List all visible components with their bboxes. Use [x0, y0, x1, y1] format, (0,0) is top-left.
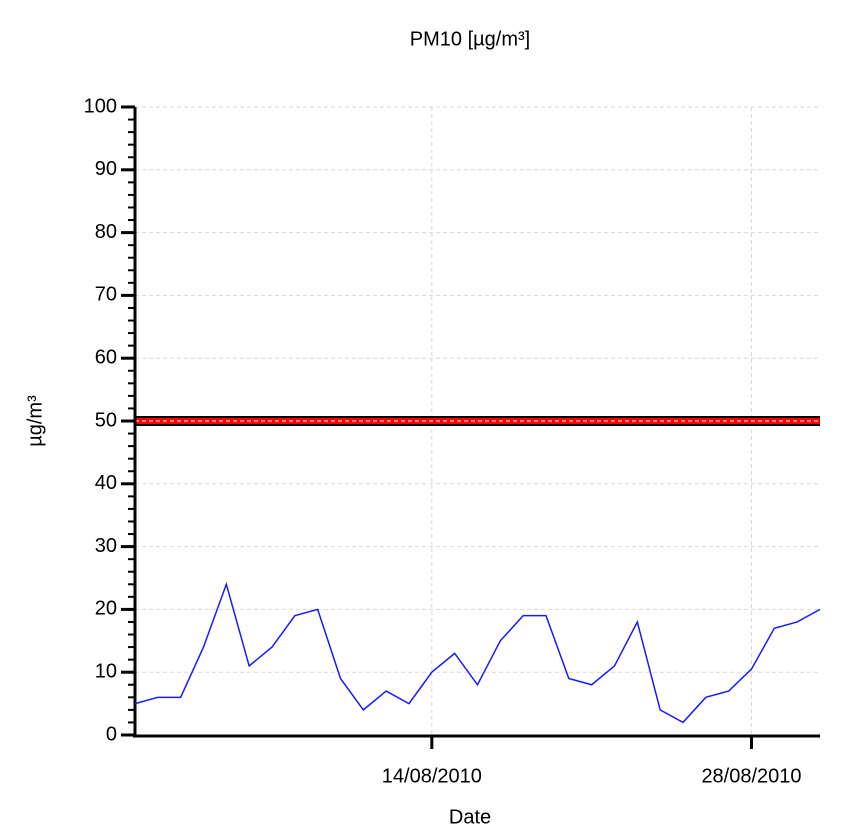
y-tick-label: 70 [95, 284, 117, 306]
y-tick-label: 20 [95, 598, 117, 620]
x-tick-label: 28/08/2010 [701, 765, 801, 787]
y-tick-label: 30 [95, 535, 117, 557]
y-tick-label: 80 [95, 221, 117, 243]
y-tick-label: 100 [84, 95, 117, 117]
x-axis-label: Date [449, 806, 491, 828]
chart-title: PM10 [µg/m³] [410, 28, 530, 50]
x-tick-label: 14/08/2010 [382, 765, 482, 787]
y-axis-label: µg/m³ [24, 395, 46, 447]
data-line [134, 581, 821, 724]
y-tick-label: 0 [106, 723, 117, 745]
y-tick-label: 50 [95, 409, 117, 431]
y-tick-label: 90 [95, 158, 117, 180]
y-tick-label: 60 [95, 346, 117, 368]
y-tick-label: 40 [95, 472, 117, 494]
y-tick-label: 10 [95, 660, 117, 682]
